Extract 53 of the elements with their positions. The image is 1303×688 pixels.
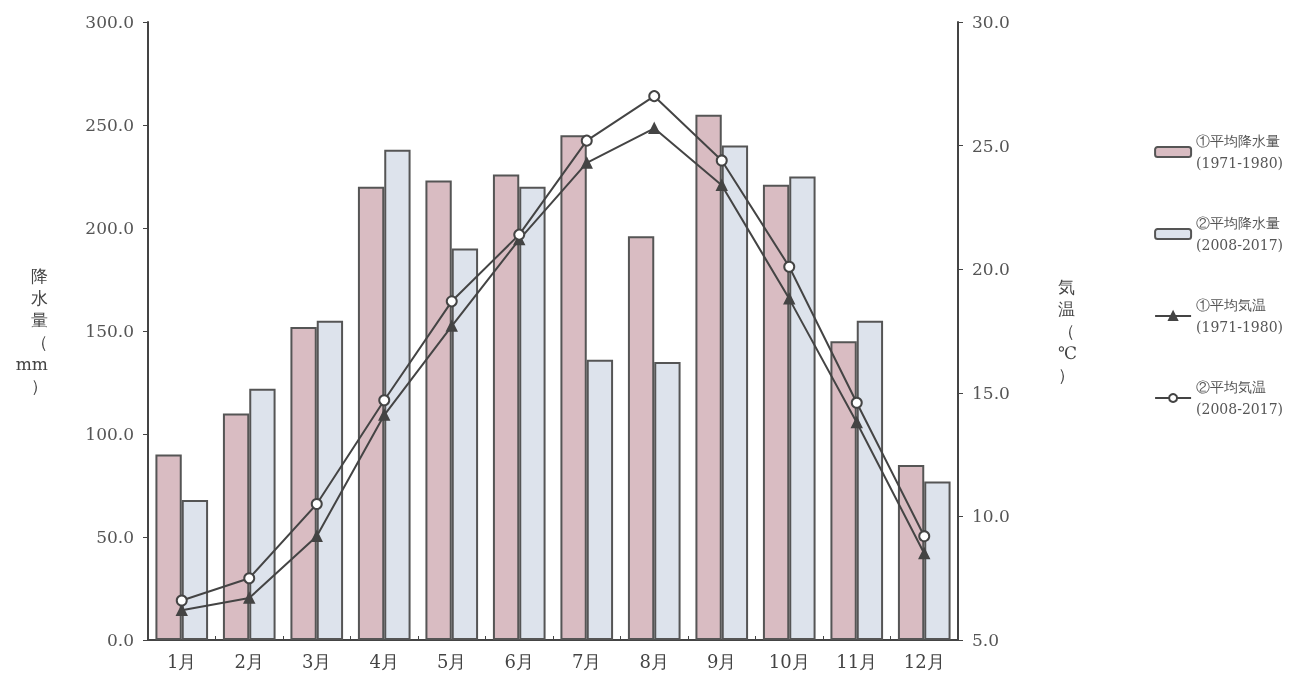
y2-tick-label: 20.0	[972, 259, 1010, 280]
point	[851, 416, 863, 429]
x-tick-label: 12月	[903, 650, 945, 672]
y2-tick-label: 25.0	[972, 135, 1010, 156]
point	[580, 134, 593, 147]
legend-label: ①平均降水量 (1971-1980)	[1196, 133, 1284, 171]
x-tick-label: 8月	[639, 650, 669, 672]
point	[378, 409, 390, 421]
x-tick-label: 4月	[369, 650, 399, 672]
point	[311, 530, 323, 542]
point	[175, 594, 188, 607]
x-tick-label: 5月	[437, 650, 467, 672]
x-tick-label: 1月	[167, 650, 197, 672]
point	[715, 154, 728, 167]
point	[310, 498, 323, 511]
point	[648, 122, 660, 135]
point	[918, 530, 931, 543]
point	[446, 320, 458, 332]
x-tick-label: 9月	[707, 650, 737, 672]
point	[918, 547, 930, 560]
point	[243, 572, 256, 585]
legend-label: ②平均気温 (2008-2017)	[1196, 379, 1284, 417]
legend-label: ②平均降水量 (2008-2017)	[1196, 215, 1284, 253]
y2-tick-label: 30.0	[972, 12, 1010, 32]
x-tick-label: 7月	[572, 650, 602, 672]
point	[513, 228, 526, 241]
x-tick-label: 2月	[234, 650, 264, 672]
y-tick-label: 200.0	[85, 218, 134, 238]
y2-tick-label: 5.0	[972, 630, 1000, 650]
y-tick-label: 50.0	[96, 527, 134, 547]
y-tick-label: 300.0	[85, 12, 134, 32]
x-tick-label: 6月	[504, 650, 534, 672]
x-tick-label: 10月	[768, 650, 810, 672]
y-tick-label: 100.0	[85, 424, 134, 444]
point	[378, 394, 391, 407]
x-tick-label: 3月	[302, 650, 332, 672]
point	[783, 260, 796, 273]
y2-axis-title: 気温（℃）	[1058, 277, 1078, 385]
x-tick-label: 11月	[836, 650, 878, 672]
y-tick-label: 0.0	[106, 630, 134, 650]
point	[716, 179, 728, 191]
y-tick-label: 150.0	[85, 321, 134, 341]
y-tick-label: 250.0	[85, 115, 134, 135]
point	[243, 592, 255, 604]
point	[850, 396, 863, 409]
point	[648, 90, 661, 103]
point	[581, 157, 593, 169]
y-axis-title: 降水量（mm）	[15, 266, 48, 396]
point	[783, 293, 795, 305]
y2-tick-label: 15.0	[972, 382, 1010, 403]
y2-tick-label: 10.0	[972, 506, 1010, 527]
legend-label: ①平均気温 (1971-1980)	[1196, 297, 1284, 335]
point	[445, 295, 458, 308]
